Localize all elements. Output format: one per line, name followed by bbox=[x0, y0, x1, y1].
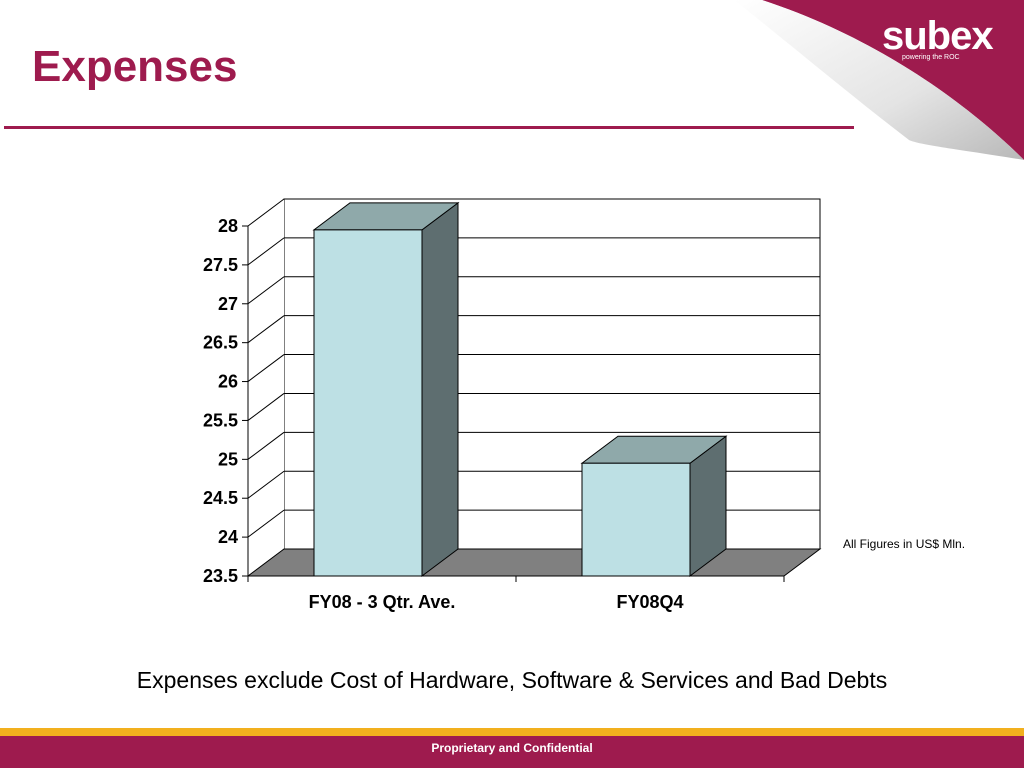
side-wall bbox=[248, 199, 284, 576]
chart-bars bbox=[312, 201, 728, 577]
chart-axes bbox=[242, 225, 785, 582]
gridline-side bbox=[247, 509, 285, 538]
y-tick-label: 27 bbox=[218, 294, 238, 314]
footer-accent-stripe bbox=[0, 728, 1024, 736]
gridline-side bbox=[247, 198, 285, 227]
footer-text: Proprietary and Confidential bbox=[431, 741, 593, 755]
y-tick-label: 25 bbox=[218, 449, 238, 469]
logo-tagline: powering the ROC bbox=[902, 54, 960, 61]
x-category-labels: FY08 - 3 Qtr. Ave. FY08Q4 bbox=[309, 592, 684, 612]
y-tick-label: 24 bbox=[218, 527, 238, 547]
y-tick-labels: 23.5 24 24.5 25 25.5 26 26.5 27 27.5 28 bbox=[203, 216, 238, 586]
gridline-side bbox=[247, 393, 285, 421]
y-tick-label: 24.5 bbox=[203, 488, 238, 508]
footer-bar bbox=[0, 736, 1024, 768]
page-curl-corner bbox=[734, 0, 1024, 160]
x-category-label: FY08 - 3 Qtr. Ave. bbox=[309, 592, 456, 612]
x-category-label: FY08Q4 bbox=[616, 592, 683, 612]
units-note: All Figures in US$ Mln. bbox=[843, 537, 966, 551]
y-tick-label: 23.5 bbox=[203, 566, 238, 586]
gridline-side bbox=[247, 354, 285, 382]
y-tick-label: 26.5 bbox=[203, 333, 238, 353]
gridline-side bbox=[247, 431, 285, 460]
gridline-side bbox=[247, 276, 285, 305]
y-tick-label: 26 bbox=[218, 372, 238, 392]
slide-title: Expenses bbox=[32, 42, 238, 91]
y-tick-label: 25.5 bbox=[203, 410, 238, 430]
subex-logo: subex bbox=[882, 14, 994, 58]
gridline-side bbox=[247, 237, 285, 266]
gridline-side bbox=[247, 315, 285, 344]
title-underline bbox=[4, 126, 854, 129]
y-tick-label: 27.5 bbox=[203, 255, 238, 275]
bar bbox=[581, 462, 691, 577]
y-tick-label: 28 bbox=[218, 216, 238, 236]
bar bbox=[313, 229, 423, 577]
gridline-side bbox=[247, 470, 285, 499]
chart-caption: Expenses exclude Cost of Hardware, Softw… bbox=[136, 667, 888, 693]
bar-side-face bbox=[421, 201, 459, 577]
expenses-bar-chart: 23.5 24 24.5 25 25.5 26 26.5 27 27.5 28 FY08 - 3 … bbox=[203, 198, 822, 612]
